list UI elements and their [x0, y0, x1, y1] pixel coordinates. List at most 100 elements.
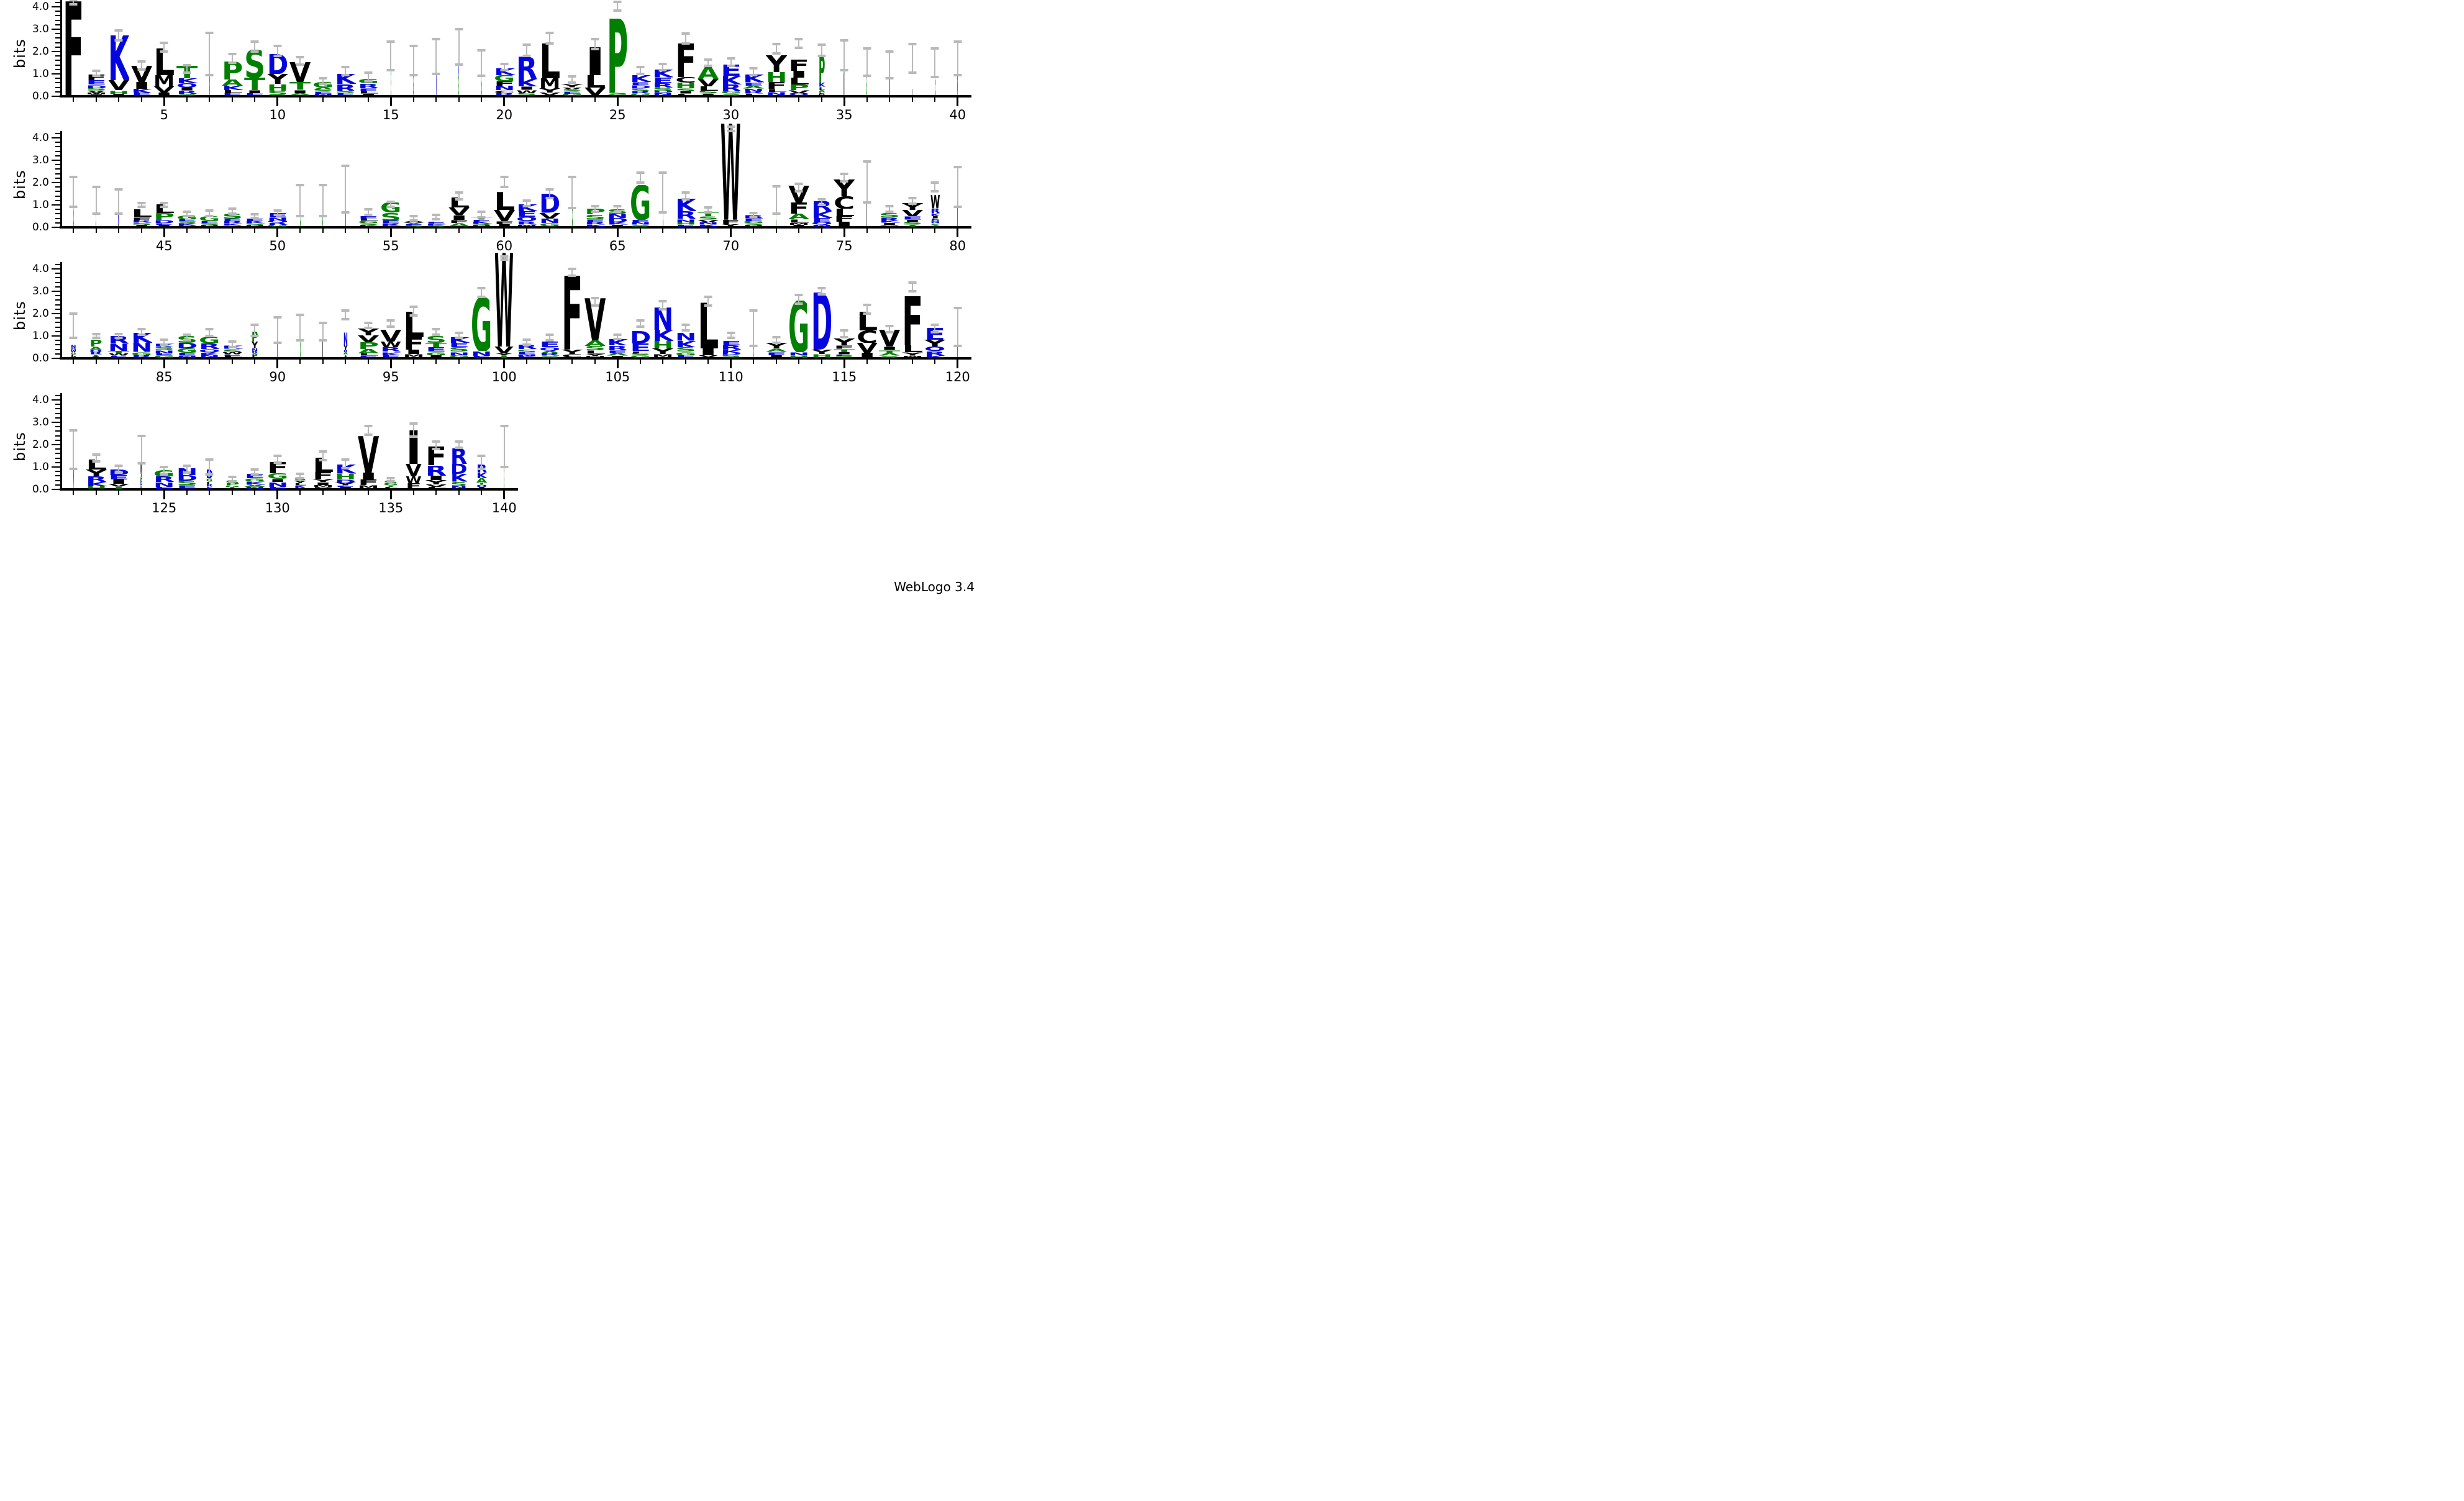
error-bar-cap-top [341, 66, 350, 69]
residue-45-I: I [153, 225, 175, 226]
svg-text:N: N [766, 92, 787, 95]
svg-text:N: N [458, 65, 459, 75]
y-tick-minor [55, 286, 60, 288]
logo-stack-67: S [652, 131, 675, 227]
error-bar-line [345, 458, 347, 469]
error-bar-cap-bottom [432, 448, 440, 450]
x-tick-minor [684, 360, 686, 364]
residue-33-P: P [788, 84, 809, 90]
residue-73-F: F [788, 202, 809, 214]
x-tick-minor [662, 360, 664, 364]
error-bar-line [254, 212, 256, 220]
svg-text:T: T [343, 355, 348, 356]
error-bar [878, 205, 901, 213]
error-bar-cap-top [205, 209, 214, 212]
logo-stack-41: G [62, 131, 85, 227]
residue-117-I: I [879, 347, 900, 350]
error-bar-line [163, 466, 165, 476]
error-bar-line [231, 476, 233, 483]
svg-text:N: N [698, 222, 719, 225]
x-tick-minor [821, 97, 822, 102]
error-bar-cap-bottom [69, 337, 78, 340]
x-tick-minor [73, 229, 75, 233]
svg-text:R: R [131, 220, 152, 223]
residue-22-M: M [539, 78, 560, 88]
error-bar-cap-bottom [273, 214, 282, 216]
residue-2-S: S [86, 88, 107, 91]
svg-text:E: E [222, 355, 243, 356]
error-bar-cap-bottom [817, 293, 826, 296]
svg-text:M: M [902, 356, 923, 358]
svg-text:I: I [930, 216, 940, 219]
residue-29-S: S [698, 91, 719, 93]
svg-text:K: K [811, 211, 832, 218]
error-bar-cap-top [319, 321, 327, 324]
error-bar-line [163, 338, 165, 347]
residue-47-G: G [199, 216, 220, 221]
svg-text:A: A [698, 66, 719, 79]
error-bar-cap-top [432, 214, 440, 217]
svg-text:G: G [267, 473, 288, 479]
residue-104-L: L [584, 350, 606, 353]
residue-74-E: E [811, 218, 832, 222]
x-tick-minor [798, 97, 800, 102]
error-bar-line [889, 325, 891, 334]
svg-text:S: S [403, 225, 424, 227]
residue-122-K: K [86, 482, 107, 486]
svg-text:V: V [698, 355, 719, 358]
x-tick-minor [753, 97, 755, 102]
svg-text:S: S [607, 93, 628, 94]
svg-text:K: K [380, 225, 401, 226]
logo-stack-16: G [402, 0, 425, 96]
logo-stack-92: IA [312, 262, 335, 358]
residue-26-D: D [630, 85, 651, 88]
svg-text:K: K [879, 220, 900, 223]
residue-114-D: D [811, 292, 832, 350]
x-tick-minor [707, 360, 709, 364]
residue-68-N: N [675, 219, 696, 222]
svg-text:K: K [176, 224, 198, 225]
error-bar [176, 333, 199, 342]
svg-text:G: G [866, 73, 867, 96]
svg-text:Y: Y [358, 329, 379, 335]
error-bar [289, 56, 312, 66]
residue-102-A: A [539, 351, 560, 353]
svg-text:R: R [380, 347, 401, 351]
error-bar-cap-top [727, 57, 735, 60]
svg-text:V: V [788, 90, 809, 93]
residue-17-N: N [436, 74, 437, 95]
x-tick-minor [707, 97, 709, 102]
svg-text:G: G [425, 352, 447, 355]
error-bar-cap-bottom [114, 212, 123, 215]
y-tick-minor [55, 340, 60, 342]
x-tick-minor [866, 229, 868, 233]
residue-83-R: R [108, 336, 129, 344]
residue-99-G: G [471, 297, 492, 351]
x-tick-major [503, 97, 506, 106]
error-bar-cap-top [386, 200, 395, 203]
error-bar-line [345, 309, 347, 320]
logo-plot: FIMVSDEFIHVKEKIVIVML5SRIQKTKELKAPEITSSHY… [60, 0, 971, 122]
residue-98-N: N [448, 352, 470, 355]
error-bar-cap-bottom [319, 459, 327, 461]
error-bar-line [889, 205, 891, 213]
residue-138-D: D [450, 464, 467, 474]
svg-text:V: V [561, 88, 583, 90]
svg-text:N: N [267, 217, 288, 220]
svg-text:Y: Y [561, 84, 583, 87]
x-tick-minor [299, 97, 301, 102]
svg-text:E: E [176, 219, 198, 222]
y-tick-minor [55, 317, 60, 319]
svg-text:N: N [343, 332, 348, 345]
error-bar-cap-bottom [727, 337, 735, 340]
residue-110-D: D [721, 353, 742, 355]
svg-text:Y: Y [539, 88, 560, 93]
residue-73-L: L [788, 219, 809, 222]
svg-text:G: G [675, 352, 696, 355]
error-bar-line [889, 50, 891, 79]
svg-text:G: G [199, 337, 220, 343]
